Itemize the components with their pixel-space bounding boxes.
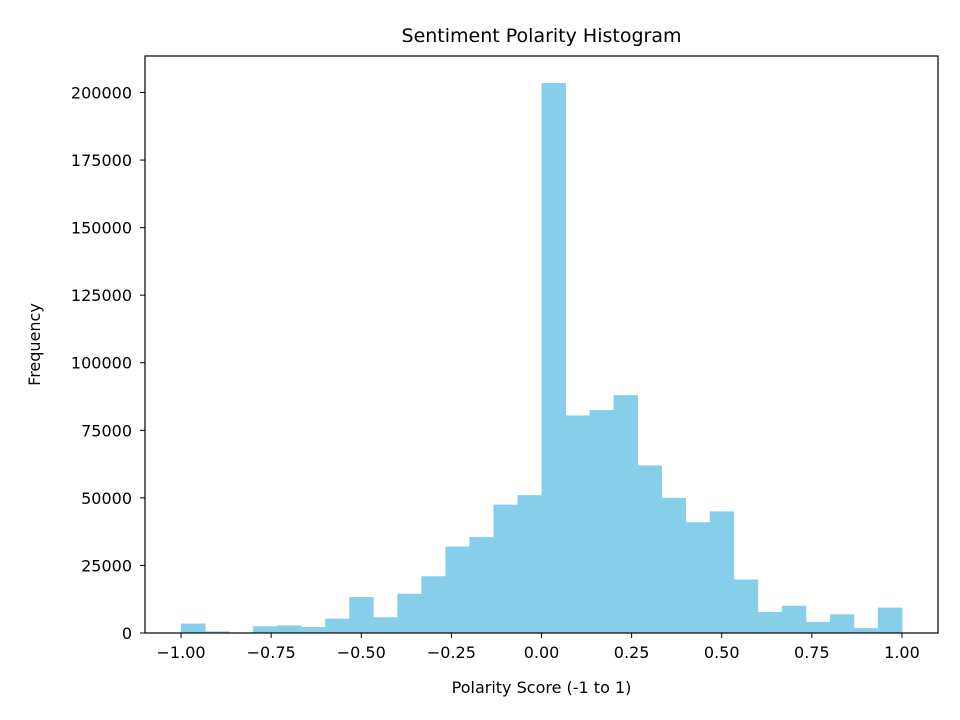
y-tick-label: 50000 — [81, 489, 132, 508]
x-tick-label: −0.25 — [427, 643, 476, 662]
x-tick-label: 0.25 — [614, 643, 650, 662]
histogram-bar — [181, 623, 206, 633]
y-axis-label: Frequency — [25, 303, 44, 386]
histogram-bar — [709, 511, 735, 633]
histogram-bar — [349, 597, 374, 633]
histogram-bar — [277, 625, 302, 633]
x-tick-label: −0.75 — [247, 643, 296, 662]
histogram-bar — [565, 415, 590, 633]
x-tick-label: −0.50 — [337, 643, 386, 662]
x-tick-label: 0.50 — [704, 643, 740, 662]
x-tick-label: 0.75 — [794, 643, 830, 662]
histogram-bar — [205, 631, 230, 633]
x-axis-label: Polarity Score (-1 to 1) — [452, 678, 632, 697]
histogram-bar — [301, 627, 326, 633]
y-tick-label: 75000 — [81, 421, 132, 440]
histogram-bar — [877, 607, 903, 633]
histogram-bar — [757, 611, 783, 633]
histogram-bar — [637, 465, 663, 633]
y-tick-label: 150000 — [71, 219, 132, 238]
y-tick-label: 125000 — [71, 286, 132, 305]
histogram-bar — [445, 546, 470, 633]
histogram-bar — [781, 605, 807, 633]
x-tick-label: 1.00 — [884, 643, 920, 662]
histogram-bar — [469, 537, 494, 633]
histogram-bar — [373, 617, 398, 633]
y-tick-label: 175000 — [71, 151, 132, 170]
x-tick-label: 0.00 — [524, 643, 560, 662]
histogram-bar — [661, 497, 687, 633]
histogram-bar — [421, 576, 446, 633]
histogram-bar — [805, 621, 831, 633]
histogram-bar — [493, 504, 518, 633]
y-tick-label: 200000 — [71, 83, 132, 102]
histogram-bar — [397, 593, 422, 633]
histogram-bar — [541, 83, 566, 633]
x-axis-ticks: −1.00 −0.75 −0.50 −0.25 0.00 0.25 0.50 0.75 1.00 — [157, 633, 920, 662]
bars-group — [181, 83, 903, 633]
histogram-bar — [853, 628, 879, 633]
histogram-bar — [733, 579, 759, 633]
chart-title: Sentiment Polarity Histogram — [402, 25, 682, 47]
y-tick-label: 25000 — [81, 556, 132, 575]
histogram-bar — [517, 495, 542, 633]
histogram-bar — [829, 614, 855, 633]
histogram-bar — [613, 395, 639, 633]
y-axis-ticks: 0 25000 50000 75000 100000 125000 150000 175000… — [71, 83, 145, 643]
histogram-bar — [325, 618, 350, 633]
y-tick-label: 100000 — [71, 354, 132, 373]
histogram-bar — [685, 522, 711, 633]
histogram-bar — [253, 626, 278, 633]
x-tick-label: −1.00 — [157, 643, 206, 662]
y-tick-label: 0 — [122, 624, 132, 643]
histogram-bar — [589, 410, 614, 633]
